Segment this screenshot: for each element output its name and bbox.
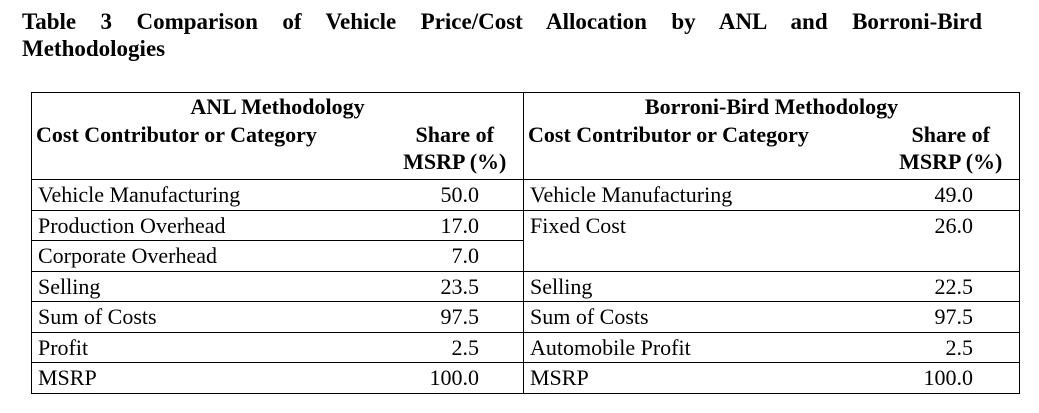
bb-row-label: Vehicle Manufacturing [530,182,733,207]
column-header-anl-share: Share of MSRP (%) [386,121,524,180]
column-header-bb-category: Cost Contributor or Category [528,122,809,147]
column-header-bb-share: Share of MSRP (%) [883,121,1020,180]
anl-row-value: 7.0 [386,240,524,271]
bb-row-label: MSRP [530,365,589,390]
share-header-line-1: Share of [911,122,990,147]
bb-row-label: Sum of Costs [530,304,649,329]
share-header-line-1: Share of [415,122,494,147]
bb-row-label: Automobile Profit [530,334,691,360]
caption-line-2: Methodologies [22,36,166,61]
bb-row-label: Fixed Cost [523,210,883,272]
anl-row-value: 100.0 [386,362,524,393]
anl-row-label: Production Overhead [31,210,387,241]
group-header-anl: ANL Methodology [31,92,524,121]
bb-row-value: 22.5 [934,273,974,299]
bb-row-value: 49.0 [934,182,974,207]
anl-row-label: Selling [38,273,101,299]
group-header-borroni-bird: Borroni-Bird Methodology [644,94,899,119]
table-row: MSRP 100.0 MSRP 100.0 [32,362,1020,393]
bb-row-value: 26.0 [882,210,1020,272]
table-row: Corporate Overhead 7.0 [31,240,1020,271]
bb-row-value: 2.5 [945,334,974,360]
bb-row-label: Selling [530,273,593,299]
anl-row-value: 23.5 [386,271,524,302]
bb-row-value: 97.5 [934,304,974,329]
table-caption: Table 3 Comparison of Vehicle Price/Cost… [22,8,982,62]
anl-row-label: Vehicle Manufacturing [38,182,241,207]
anl-row-value: 17.0 [386,210,524,241]
anl-row-value: 2.5 [386,332,524,363]
bb-row-value: 100.0 [923,365,974,390]
caption-line-1: Table 3 Comparison of Vehicle Price/Cost… [22,9,982,34]
table-row: Sum of Costs 97.5 Sum of Costs 97.5 [31,301,1020,332]
anl-row-label: Corporate Overhead [38,243,217,268]
table-row: Production Overhead 17.0 Fixed Cost 26.0 [31,210,1020,272]
share-header-line-2: MSRP (%) [403,149,507,174]
anl-row-value: 50.0 [386,179,524,210]
comparison-table: ANL Methodology Borroni-Bird Methodology… [31,92,1020,394]
share-header-line-2: MSRP (%) [899,149,1003,174]
anl-row-label: MSRP [38,365,97,390]
anl-row-label: Sum of Costs [38,304,157,329]
table-row: Vehicle Manufacturing 50.0 Vehicle Manuf… [31,179,1020,210]
column-header-anl-category: Cost Contributor or Category [36,122,317,147]
table-row: Profit 2.5 Automobile Profit 2.5 [31,332,1020,363]
anl-row-label: Profit [38,334,89,360]
anl-row-value: 97.5 [386,301,524,332]
table-row: Selling 23.5 Selling 22.5 [31,271,1020,302]
